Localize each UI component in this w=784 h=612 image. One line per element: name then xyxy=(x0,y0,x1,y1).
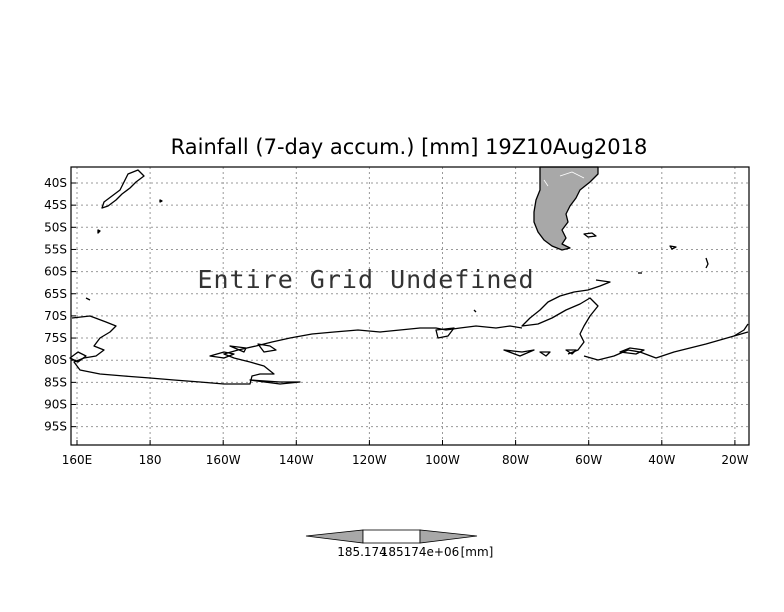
coastlines xyxy=(69,166,749,385)
lon-tick-label: 80W xyxy=(502,453,529,467)
antarctic-coast xyxy=(71,315,523,385)
gridlines xyxy=(71,167,749,445)
colorbar-units: [mm] xyxy=(461,545,494,559)
lon-tick-label: 20W xyxy=(721,453,748,467)
lat-tick-label: 75S xyxy=(44,331,67,345)
longitude-axis: 160E 180 160W 140W 120W 100W 80W 60W 40W 20W xyxy=(62,440,749,467)
lat-tick-label: 95S xyxy=(44,420,67,434)
lat-tick-label: 60S xyxy=(44,265,67,279)
plot-frame xyxy=(70,166,750,446)
lon-tick-label: 140W xyxy=(279,453,314,467)
lon-tick-label: 40W xyxy=(648,453,675,467)
lon-tick-label: 100W xyxy=(425,453,460,467)
lat-tick-label: 90S xyxy=(44,398,67,412)
lat-tick-label: 40S xyxy=(44,176,67,190)
lat-tick-label: 70S xyxy=(44,309,67,323)
map-title: Rainfall (7-day accum.) [mm] 19Z10Aug201… xyxy=(171,135,648,159)
lon-tick-label: 120W xyxy=(352,453,387,467)
lon-tick-label: 180 xyxy=(139,453,162,467)
colorbar-left-arrow xyxy=(305,529,364,544)
lon-tick-label: 60W xyxy=(575,453,602,467)
colorbar-right-arrow xyxy=(419,529,478,544)
colorbar-label-left: 185.174 xyxy=(337,545,387,559)
lat-tick-label: 65S xyxy=(44,287,67,301)
lon-tick-label: 160W xyxy=(206,453,241,467)
lon-tick-label: 160E xyxy=(62,453,93,467)
colorbar-middle-box xyxy=(362,529,421,544)
lat-tick-label: 50S xyxy=(44,220,67,234)
lat-tick-label: 80S xyxy=(44,353,67,367)
colorbar: 185.174 185174e+06 [mm] xyxy=(305,529,494,559)
antarctic-peninsula xyxy=(521,279,611,355)
lat-tick-label: 45S xyxy=(44,198,67,212)
falkland-islands xyxy=(583,232,597,238)
south-america-land xyxy=(533,166,599,251)
latitude-axis: 40S 45S 50S 55S 60S 65S 70S 75S 80S 85S 90S 95S xyxy=(44,176,76,434)
colorbar-label-mid: 185174e+06 xyxy=(381,545,460,559)
undefined-grid-message: Entire Grid Undefined xyxy=(197,265,534,294)
lat-tick-label: 85S xyxy=(44,375,67,389)
new-zealand xyxy=(101,169,145,209)
lat-tick-label: 55S xyxy=(44,242,67,256)
